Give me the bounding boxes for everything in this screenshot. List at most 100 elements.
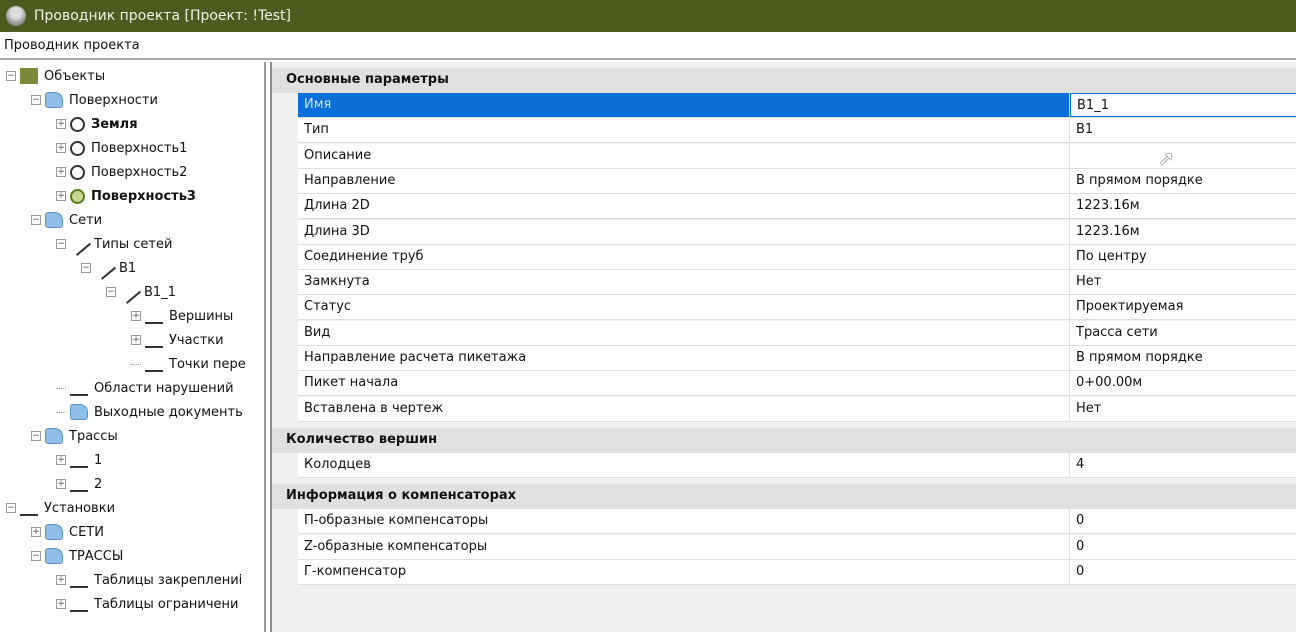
property-row[interactable]: Г-компенсатор 0 [298, 559, 1296, 585]
property-row[interactable]: Замкнута Нет [298, 270, 1296, 296]
tree-item[interactable]: + Поверхность1 [56, 137, 187, 159]
tree-item[interactable]: + Вершины [131, 305, 233, 327]
expand-icon[interactable]: + [131, 311, 141, 321]
expand-icon[interactable]: + [56, 119, 66, 129]
tree-item[interactable]: Точки пере [131, 353, 246, 375]
property-value[interactable]: Нет [1076, 400, 1102, 416]
property-row[interactable]: Направление В прямом порядке [298, 168, 1296, 194]
property-value[interactable]: B1 [1076, 122, 1094, 138]
tree-item-label: Поверхность1 [91, 140, 188, 156]
collapse-icon[interactable]: − [6, 71, 16, 81]
expand-icon[interactable]: + [56, 575, 66, 585]
property-row[interactable]: Соединение труб По центру [298, 244, 1296, 270]
property-row[interactable]: Длина 2D 1223.16м [298, 194, 1296, 220]
tree-item[interactable]: − Поверхности [31, 89, 158, 111]
surface-green-icon [70, 188, 85, 204]
expand-icon[interactable]: + [31, 527, 41, 537]
tree-item[interactable]: − Установки [6, 497, 115, 519]
property-row[interactable]: Длина 3D 1223.16м [298, 219, 1296, 245]
tree-item[interactable]: − Сети [31, 209, 102, 231]
property-row[interactable]: Статус Проектируемая [298, 295, 1296, 321]
expand-icon[interactable]: + [56, 143, 66, 153]
property-value[interactable]: 4 [1076, 456, 1085, 472]
expand-icon[interactable]: + [56, 479, 66, 489]
tree-item[interactable]: − B1 [81, 256, 136, 280]
property-value[interactable] [1070, 144, 1296, 168]
collapse-icon[interactable]: − [31, 551, 41, 561]
expand-icon[interactable]: + [131, 335, 141, 345]
tree-item[interactable]: + Поверхность2 [56, 161, 187, 183]
property-value[interactable]: B1_1 [1070, 93, 1296, 117]
tree-item[interactable]: +2 [56, 473, 102, 495]
network-types-icon [66, 232, 92, 256]
property-name: Г-компенсатор [298, 559, 1070, 584]
expand-icon[interactable]: + [56, 191, 66, 201]
collapse-icon[interactable]: − [56, 239, 66, 249]
property-value[interactable]: Проектируемая [1076, 299, 1184, 315]
section-header[interactable]: Количество вершин [272, 427, 1296, 453]
property-value[interactable]: 1223.16м [1076, 198, 1140, 214]
tree-item-label: Трассы [69, 428, 118, 444]
tree-item-label: Поверхности [69, 92, 158, 108]
collapse-icon[interactable]: − [81, 263, 91, 273]
tree-item[interactable]: + СЕТИ [31, 521, 104, 543]
tree-item-label: Установки [44, 500, 116, 516]
section-header[interactable]: Основные параметры [272, 68, 1296, 93]
property-row[interactable]: Z-образные компенсаторы 0 [298, 534, 1296, 560]
tree-item-label: 2 [94, 476, 103, 492]
property-name: Соединение труб [298, 244, 1070, 269]
property-value[interactable]: 0 [1076, 538, 1085, 554]
folder-icon [45, 428, 63, 444]
property-value[interactable]: По центру [1076, 248, 1147, 264]
expand-icon[interactable]: + [56, 599, 66, 609]
property-row[interactable]: Вставлена в чертеж Нет [298, 396, 1296, 422]
property-value[interactable]: 0 [1076, 563, 1085, 579]
tree-item[interactable]: + Таблицы закреплениі [56, 569, 242, 591]
tree-item[interactable]: − B1_1 [106, 280, 176, 304]
tree-item-label: Сети [69, 212, 103, 228]
surface-icon [70, 140, 85, 156]
tree-item[interactable]: Выходные документь [56, 401, 243, 423]
property-name: Вставлена в чертеж [298, 396, 1070, 421]
project-tree[interactable]: − Объекты − Поверхности + Земля + Поверхность1 +… [0, 62, 266, 632]
property-row[interactable]: Вид Трасса сети [298, 320, 1296, 346]
property-value[interactable]: Нет [1076, 274, 1102, 290]
property-row[interactable]: Колодцев 4 [298, 452, 1296, 478]
expand-icon[interactable]: + [56, 167, 66, 177]
collapse-icon[interactable]: − [31, 431, 41, 441]
collapse-icon[interactable]: − [31, 95, 41, 105]
property-row[interactable]: П-образные компенсаторы 0 [298, 509, 1296, 535]
property-value[interactable]: Трасса сети [1076, 324, 1158, 340]
property-value[interactable]: 1223.16м [1076, 223, 1140, 239]
property-value[interactable]: В прямом порядке [1076, 172, 1203, 188]
tree-item[interactable]: +1 [56, 449, 102, 471]
tree-item[interactable]: − Объекты [6, 65, 105, 87]
collapse-icon[interactable]: − [106, 287, 116, 297]
property-row[interactable]: Имя B1_1 [298, 93, 1296, 118]
property-name: П-образные компенсаторы [298, 509, 1070, 534]
property-row[interactable]: Пикет начала 0+00.00м [298, 371, 1296, 397]
expand-icon[interactable]: + [56, 455, 66, 465]
section-header[interactable]: Информация о компенсаторах [272, 484, 1296, 510]
property-row[interactable]: Направление расчета пикетажа В прямом пор… [298, 346, 1296, 371]
collapse-icon[interactable]: − [6, 503, 16, 513]
tree-item[interactable]: − Трассы [31, 425, 118, 447]
property-name: Длина 2D [298, 194, 1070, 219]
property-grid[interactable]: Основные параметры Имя B1_1 Тип B1 Описание На… [270, 62, 1296, 632]
tree-item[interactable]: + Таблицы ограничени [56, 593, 239, 615]
property-row[interactable]: Описание [298, 143, 1296, 169]
collapse-icon[interactable]: − [31, 215, 41, 225]
folder-icon [45, 548, 63, 564]
property-value[interactable]: 0+00.00м [1076, 375, 1143, 391]
tree-item[interactable]: + Земля [56, 113, 138, 135]
tree-item[interactable]: + Участки [131, 329, 224, 351]
surface-icon [70, 116, 85, 132]
tree-item[interactable]: − ТРАССЫ [31, 545, 123, 567]
tree-item[interactable]: Области нарушений [56, 377, 234, 399]
property-value[interactable]: 0 [1076, 513, 1085, 529]
property-row[interactable]: Тип B1 [298, 118, 1296, 144]
tree-item[interactable]: − Типы сетей [56, 232, 172, 256]
tree-item[interactable]: + Поверхность3 [56, 185, 196, 207]
property-value[interactable]: В прямом порядке [1076, 350, 1203, 365]
tree-item-label: Выходные документь [94, 404, 243, 420]
